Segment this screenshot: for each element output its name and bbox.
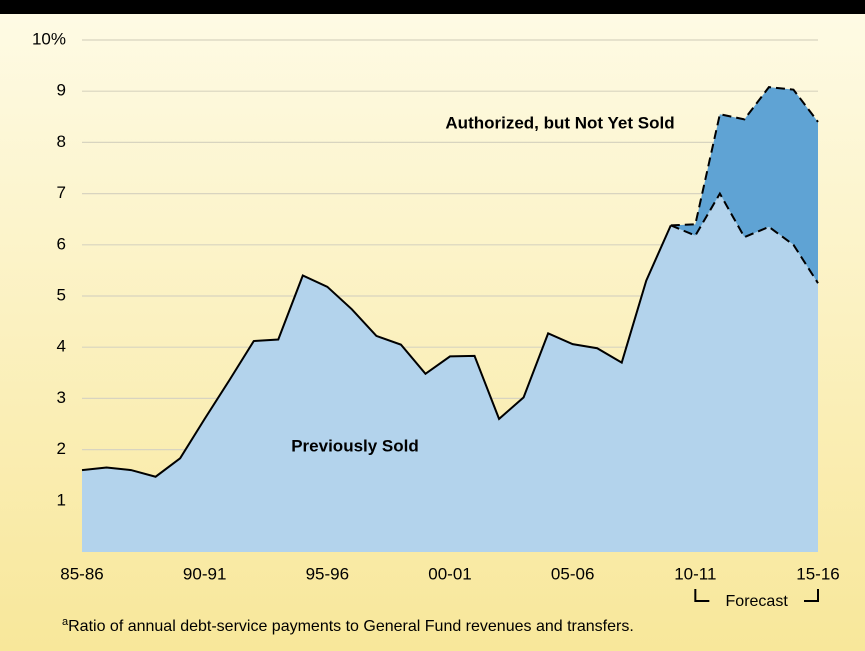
annotation: Forecast	[726, 593, 789, 610]
y-tick-label: 4	[57, 337, 66, 356]
y-tick-label: 7	[57, 183, 66, 202]
x-tick-label: 00-01	[428, 564, 471, 583]
footnote-text: Ratio of annual debt-service payments to…	[68, 618, 634, 635]
series-line	[670, 191, 819, 284]
x-tick-label: 15-16	[796, 564, 839, 583]
y-tick-label: 6	[57, 234, 66, 253]
x-tick-label: 85-86	[60, 564, 103, 583]
x-tick-label: 05-06	[551, 564, 594, 583]
footnote-marker: a	[62, 616, 69, 628]
x-tick-label: 90-91	[183, 564, 226, 583]
y-tick-label: 1	[57, 490, 66, 509]
series-label: Authorized, but Not Yet Sold	[445, 113, 674, 132]
footnote: aRatio of annual debt-service payments t…	[62, 616, 634, 635]
series-label: Previously Sold	[291, 436, 419, 455]
top-bar	[0, 0, 865, 14]
area	[670, 87, 818, 284]
series-line	[670, 86, 819, 227]
area	[82, 193, 818, 552]
y-tick-label: 8	[57, 132, 66, 151]
forecast-bracket	[694, 589, 819, 602]
y-tick-label: 10%	[32, 29, 66, 48]
y-tick-label: 3	[57, 388, 66, 407]
x-tick-label: 95-96	[306, 564, 349, 583]
x-tick-label: 10-11	[674, 564, 716, 583]
y-tick-label: 5	[57, 285, 66, 304]
series-line	[81, 224, 672, 478]
y-tick-label: 9	[57, 81, 66, 100]
y-tick-label: 2	[57, 439, 66, 458]
